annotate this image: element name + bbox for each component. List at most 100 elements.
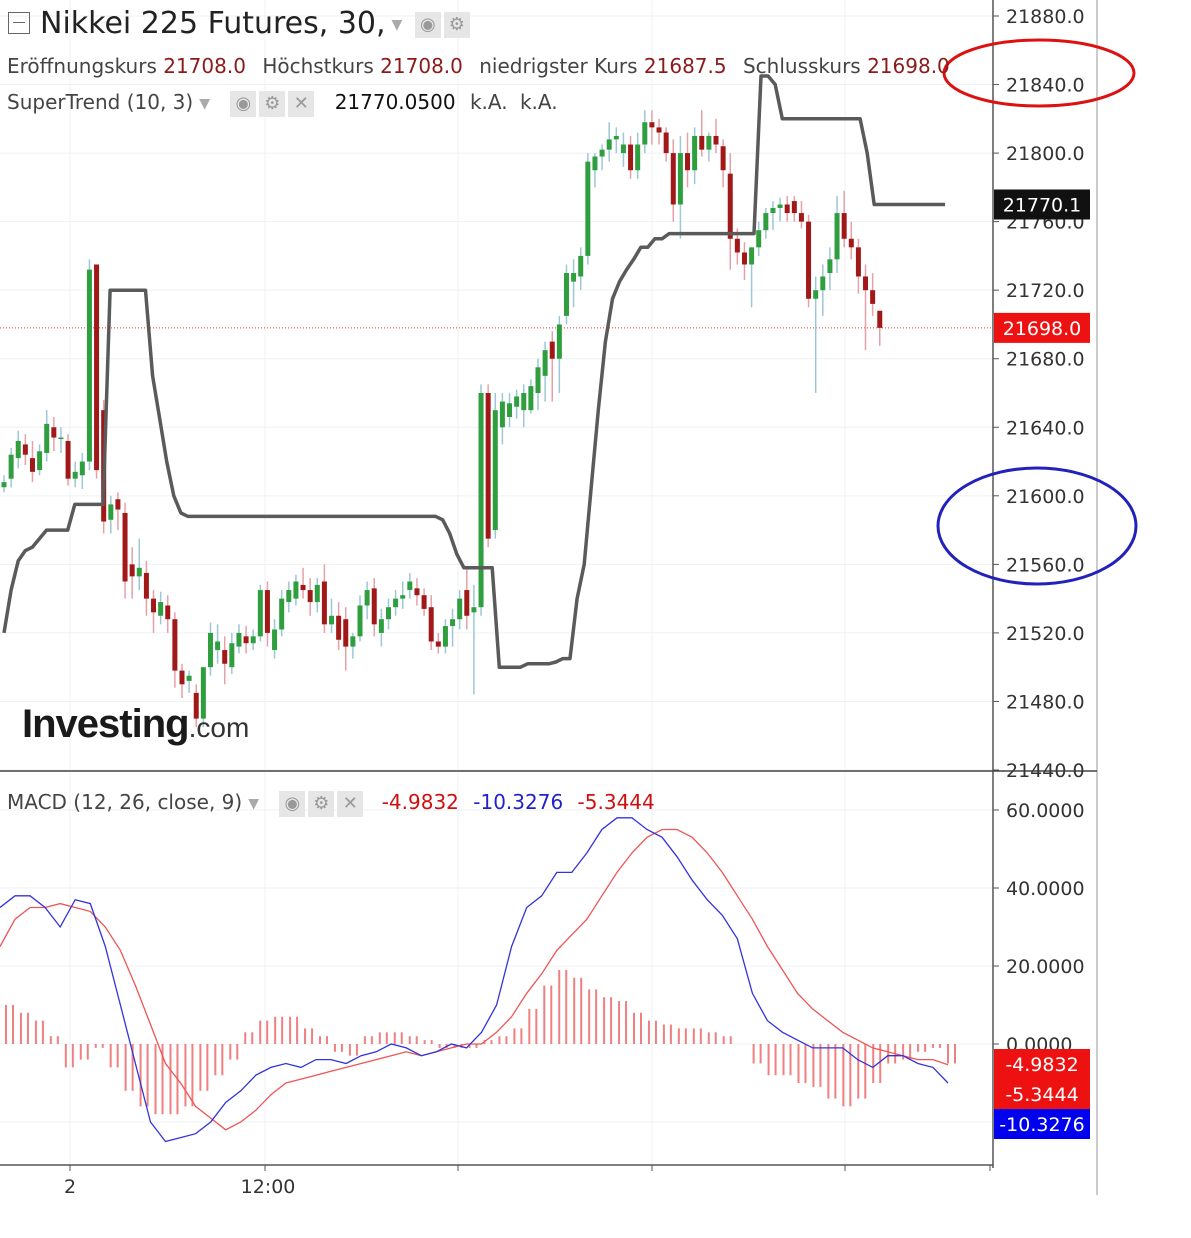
candle-body	[286, 590, 292, 603]
candle-body	[279, 598, 285, 630]
candle-body	[713, 135, 719, 145]
candle-body	[378, 619, 384, 633]
candle-body	[656, 127, 662, 133]
candle-body	[222, 650, 228, 664]
macd-y-tick-label: 60.0000	[1006, 800, 1085, 822]
y-tick-label: 21800.0	[1006, 143, 1085, 165]
candle-body	[129, 564, 135, 577]
macd-tag-1: -4.9832	[1005, 1054, 1078, 1076]
close-icon[interactable]: ✕	[288, 90, 315, 117]
supertrend-na-2: k.A.	[519, 90, 558, 114]
candle-body	[720, 146, 726, 171]
close-icon[interactable]: ✕	[337, 790, 364, 817]
candle-body	[499, 401, 505, 428]
candle-body	[343, 619, 349, 647]
supertrend-label: SuperTrend (10, 3)	[7, 90, 194, 114]
candle-body	[371, 588, 377, 625]
low-value: 21687.5	[643, 54, 727, 78]
gear-icon[interactable]: ⚙	[308, 790, 335, 817]
candle-body	[820, 276, 826, 291]
macd-value-2: -10.3276	[473, 790, 564, 814]
candle-body	[549, 341, 555, 359]
chevron-down-icon[interactable]: ▼	[199, 95, 210, 112]
candle-body	[51, 427, 57, 438]
candle-body	[727, 173, 733, 239]
macd-legend: MACD (12, 26, close, 9) ▼ ◉ ⚙ ✕ -4.9832 -10…	[7, 790, 655, 817]
supertrend-na-1: k.A.	[469, 90, 508, 114]
eye-icon[interactable]: ◉	[414, 11, 441, 38]
candle-body	[806, 221, 812, 299]
candle-body	[400, 595, 406, 599]
candle-body	[585, 161, 591, 256]
candle-body	[257, 590, 263, 637]
candle-body	[321, 581, 327, 625]
collapse-icon[interactable]	[8, 11, 30, 34]
candle-body	[649, 122, 655, 128]
gear-icon[interactable]: ⚙	[259, 90, 286, 117]
candle-body	[414, 588, 420, 596]
candle-body	[542, 350, 548, 376]
candle-body	[442, 626, 448, 647]
candle-body	[763, 213, 769, 231]
candle-body	[471, 607, 477, 613]
candle-body	[151, 598, 157, 613]
supertrend-line	[2, 74, 945, 669]
candle-body	[236, 632, 242, 647]
candle-body	[136, 567, 142, 577]
candle-body	[464, 590, 470, 616]
open-label: Eröffnungskurs	[7, 54, 157, 78]
gear-icon[interactable]: ⚙	[443, 11, 470, 38]
y-tick-label: 21640.0	[1006, 417, 1085, 439]
candle-body	[407, 581, 413, 591]
candle-body	[229, 643, 235, 668]
y-tick-label: 21600.0	[1006, 486, 1085, 508]
candle-body	[670, 153, 676, 205]
supertrend-legend: SuperTrend (10, 3) ▼ ◉ ⚙ ✕ 21770.0500 k.A. …	[7, 90, 558, 117]
macd-value-3: -5.3444	[577, 790, 655, 814]
candle-body	[79, 461, 85, 476]
macd-y-tick-label: 40.0000	[1006, 878, 1085, 900]
candle-body	[628, 144, 634, 171]
candle-body	[450, 619, 456, 627]
candle-body	[692, 135, 698, 171]
candle-body	[855, 247, 861, 277]
eye-icon[interactable]: ◉	[230, 90, 257, 117]
candle-body	[863, 276, 869, 291]
y-tick-label: 21520.0	[1006, 623, 1085, 645]
y-tick-label: 21840.0	[1006, 75, 1085, 97]
y-tick-label: 21440.0	[1006, 760, 1085, 782]
candle-body	[606, 139, 612, 150]
candle-body	[37, 451, 43, 471]
y-tick-label: 21720.0	[1006, 280, 1085, 302]
candle-body	[179, 670, 185, 685]
candle-body	[563, 273, 569, 316]
eye-icon[interactable]: ◉	[279, 790, 306, 817]
candle-body	[827, 259, 833, 274]
candle-body	[207, 632, 213, 668]
candle-body	[798, 213, 804, 222]
close-value: 21698.0	[867, 54, 950, 78]
candle-body	[158, 602, 164, 616]
candle-body	[364, 590, 370, 606]
candle-body	[186, 675, 192, 681]
candle-body	[243, 636, 249, 644]
candle-body	[599, 149, 605, 157]
macd-tag-1-bg	[994, 1049, 1090, 1079]
candle-body	[421, 595, 427, 609]
chevron-down-icon[interactable]: ▼	[391, 16, 403, 33]
candle-body	[642, 122, 648, 145]
chart-title: Nikkei 225 Futures, 30, ▼ ◉ ⚙	[8, 6, 470, 41]
candle-body	[699, 135, 705, 150]
candle-body	[663, 132, 669, 154]
candle-body	[457, 598, 463, 620]
macd-tag-3-bg	[994, 1109, 1090, 1139]
candle-body	[329, 615, 335, 625]
candle-body	[385, 607, 391, 620]
candle-body	[741, 252, 747, 265]
candle-body	[250, 636, 256, 644]
candle-body	[813, 290, 819, 299]
logo-brand: Investing	[22, 702, 190, 746]
candle-body	[706, 135, 712, 150]
chevron-down-icon[interactable]: ▼	[248, 795, 259, 812]
